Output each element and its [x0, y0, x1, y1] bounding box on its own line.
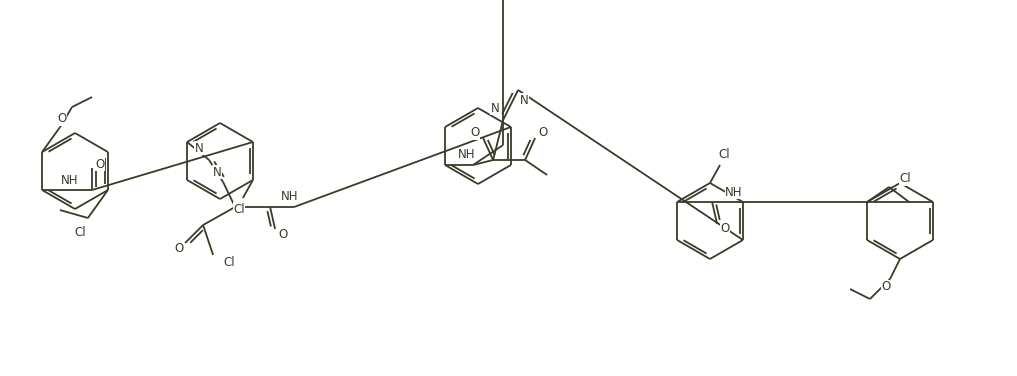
Text: NH: NH — [282, 191, 299, 203]
Text: O: O — [175, 243, 184, 256]
Text: NH: NH — [61, 174, 79, 188]
Text: O: O — [279, 227, 288, 241]
Text: Cl: Cl — [224, 256, 235, 270]
Text: O: O — [58, 112, 67, 126]
Text: O: O — [471, 126, 480, 139]
Text: NH: NH — [725, 185, 742, 199]
Text: NH: NH — [459, 149, 476, 162]
Text: O: O — [96, 158, 105, 170]
Text: N: N — [213, 165, 222, 179]
Text: Cl: Cl — [74, 226, 85, 238]
Text: N: N — [520, 94, 529, 106]
Text: Cl: Cl — [233, 203, 245, 215]
Text: Cl: Cl — [718, 149, 730, 162]
Text: O: O — [882, 280, 891, 294]
Text: O: O — [538, 126, 548, 139]
Text: Cl: Cl — [899, 173, 911, 185]
Text: N: N — [491, 102, 499, 115]
Text: O: O — [720, 223, 730, 235]
Text: N: N — [194, 141, 203, 155]
